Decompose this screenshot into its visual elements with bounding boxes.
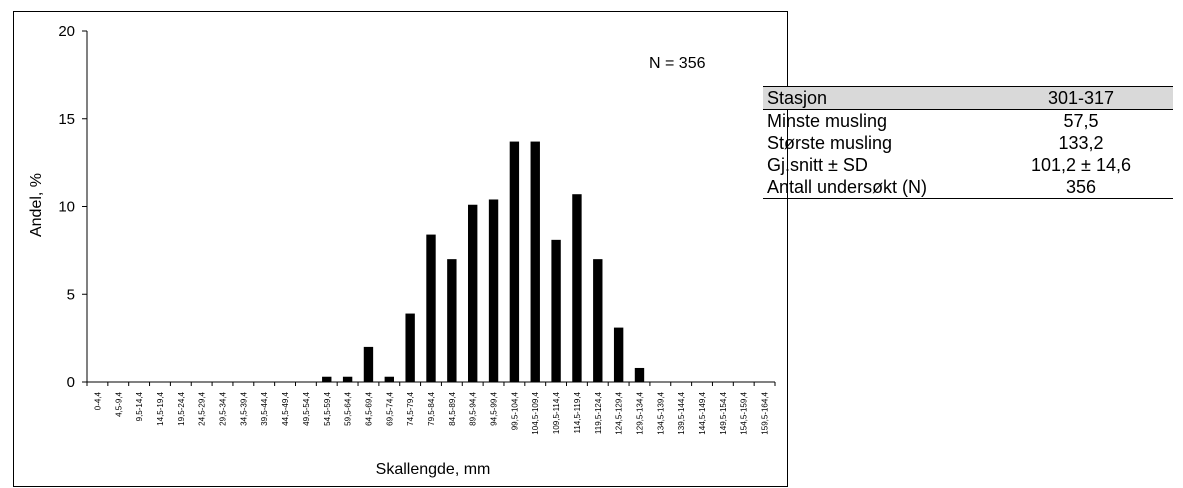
x-tick-label: 19,5-24,4 xyxy=(177,391,186,425)
stats-header-value: 301-317 xyxy=(989,86,1173,110)
x-tick-label: 94,5-99,4 xyxy=(490,391,499,425)
stats-row: Største musling 133,2 xyxy=(763,132,1173,154)
bar xyxy=(468,204,478,382)
bar xyxy=(613,327,624,382)
x-tick-label: 79,5-84,4 xyxy=(427,391,436,425)
y-tick-label: 20 xyxy=(58,23,75,40)
x-tick-label: 39,5-44,4 xyxy=(260,391,269,425)
stats-row-label: Minste musling xyxy=(767,111,888,131)
x-tick-label: 84,5-89,4 xyxy=(448,391,457,425)
x-tick-label: 109,5-114,4 xyxy=(552,391,561,434)
x-tick-label: 139,5-144,4 xyxy=(677,391,686,434)
y-tick-label: 5 xyxy=(67,286,75,303)
x-tick-label: 44,5-49,4 xyxy=(281,391,290,425)
x-tick-label: 119,5-124,4 xyxy=(594,391,603,434)
bar xyxy=(405,313,415,382)
bar xyxy=(322,376,332,382)
stats-row-value: 101,2 ± 14,6 xyxy=(1031,155,1131,175)
x-tick-label: 134,5-139,4 xyxy=(656,391,665,434)
stats-row-value: 57,5 xyxy=(1063,111,1099,131)
x-tick-label: 129,5-134,4 xyxy=(635,391,644,434)
x-tick-labels: 0-4,4 4,5-9,4 9,5-14,4 14,5-19,4 19,5-24,4 24… xyxy=(93,391,769,434)
x-tick-label: 24,5-29,4 xyxy=(198,391,207,425)
x-tick-label: 104,5-109,4 xyxy=(531,391,540,434)
bar xyxy=(488,199,499,382)
bar xyxy=(593,259,603,382)
stats-header-label: Stasjon xyxy=(763,86,989,110)
stats-row-label: Antall undersøkt (N) xyxy=(763,176,989,199)
x-tick-label: 4,5-9,4 xyxy=(114,391,123,416)
x-tick-label: 0-4,4 xyxy=(93,391,102,410)
x-tick-label: 99,5-104,4 xyxy=(510,391,519,430)
x-tick-label: 69,5-74,4 xyxy=(385,391,394,425)
y-tick-label: 15 xyxy=(58,111,75,128)
y-tick-label: 0 xyxy=(67,374,75,391)
x-tick-label: 149,5-154,4 xyxy=(719,391,728,434)
bar xyxy=(634,367,645,382)
x-tick-label: 74,5-79,4 xyxy=(406,391,415,425)
stats-row-value: 133,2 xyxy=(1058,133,1104,153)
stats-row: Gj.snitt ± SD 101,2 ± 14,6 xyxy=(763,154,1173,176)
x-tick-label: 154,5-159,4 xyxy=(740,391,749,434)
stats-table: Stasjon 301-317 Minste musling 57,5 Stør… xyxy=(763,86,1173,199)
bars xyxy=(322,141,645,382)
bar xyxy=(551,239,561,382)
x-tick-label: 59,5-64,4 xyxy=(344,391,353,425)
x-tick-label: 124,5-129,4 xyxy=(615,391,624,434)
y-tick-label: 10 xyxy=(58,199,75,216)
x-tick-label: 64,5-69,4 xyxy=(364,391,373,425)
stats-row-value: 356 xyxy=(989,176,1173,199)
bar xyxy=(572,194,582,382)
x-axis-label: Skallengde, mm xyxy=(376,461,491,478)
x-tick-label: 49,5-54,4 xyxy=(302,391,311,425)
stats-row-label: Største musling xyxy=(767,133,893,153)
sample-size-annotation: N = 356 xyxy=(649,55,706,72)
chart-frame xyxy=(13,11,788,487)
bar xyxy=(530,141,540,382)
stats-row: Minste musling 57,5 xyxy=(763,110,1173,133)
x-tick-label: 159,5-164,4 xyxy=(761,391,770,434)
x-tick-label: 54,5-59,4 xyxy=(323,391,332,425)
x-tick-label: 29,5-34,4 xyxy=(219,391,228,425)
bar xyxy=(447,259,457,382)
stats-row-label: Gj.snitt ± SD xyxy=(767,155,868,175)
axes xyxy=(82,30,776,386)
bar xyxy=(384,376,394,382)
y-tick-labels: 0 5 10 15 20 xyxy=(58,23,75,391)
x-tick-label: 34,5-39,4 xyxy=(239,391,248,425)
x-tick-label: 144,5-149,4 xyxy=(698,391,707,434)
stats-table-header-row: Stasjon 301-317 xyxy=(763,86,1173,110)
stats-row: Antall undersøkt (N) 356 xyxy=(763,176,1173,199)
bar xyxy=(342,376,353,382)
bar xyxy=(509,141,520,382)
bar xyxy=(426,234,436,382)
x-tick-label: 89,5-94,4 xyxy=(469,391,478,425)
x-tick-label: 9,5-14,4 xyxy=(135,391,144,421)
y-axis-label: Andel, % xyxy=(28,173,45,237)
bar xyxy=(363,346,374,382)
x-tick-label: 14,5-19,4 xyxy=(156,391,165,425)
x-tick-label: 114,5-119,4 xyxy=(573,391,582,433)
